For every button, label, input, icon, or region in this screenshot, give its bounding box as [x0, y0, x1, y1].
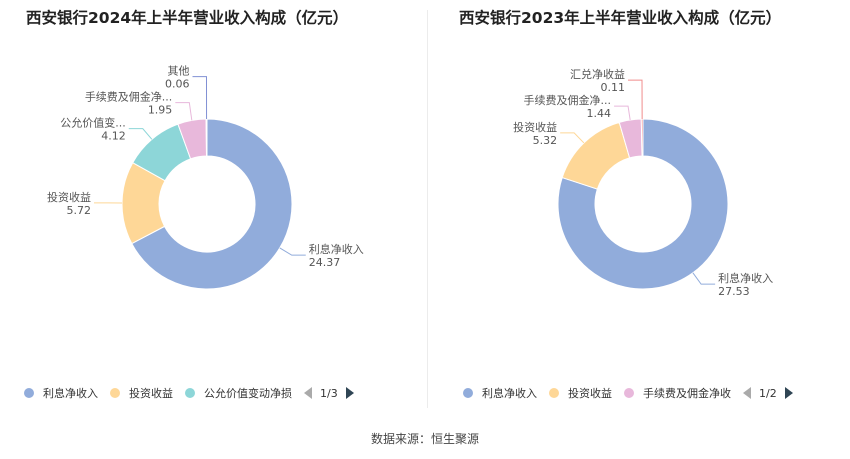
chart-panel-2023: 西安银行2023年上半年营业收入构成（亿元） 利息净收入 27.53 投资收益 5.3… — [425, 0, 850, 420]
legend-pager: 1/2 — [743, 387, 793, 400]
slice-label: 利息净收入 — [309, 242, 364, 256]
legend-item[interactable]: 手续费及佣金净收 — [624, 385, 731, 401]
slice-汇兑净收益 — [640, 118, 644, 157]
legend-marker — [185, 388, 195, 398]
slice-label: 手续费及佣金净... — [524, 93, 612, 107]
legend-item[interactable]: 利息净收入 — [24, 385, 98, 401]
legend-label: 手续费及佣金净收 — [643, 387, 731, 400]
pager-page-text: 1/3 — [320, 386, 338, 400]
slice-value: 1.44 — [587, 107, 612, 120]
chart-title: 西安银行2024年上半年营业收入构成（亿元） — [26, 9, 349, 27]
leader-line — [628, 79, 643, 120]
slice-value: 4.12 — [101, 130, 126, 143]
legend-item[interactable]: 投资收益 — [549, 385, 612, 401]
slice-value: 5.32 — [533, 134, 558, 147]
legend-marker — [24, 388, 34, 398]
leader-line — [175, 102, 193, 121]
legend-item[interactable]: 投资收益 — [110, 385, 173, 401]
data-source: 数据来源：恒生聚源 — [0, 430, 850, 447]
pager-prev-icon[interactable] — [743, 387, 751, 399]
leader-line — [614, 105, 631, 121]
slice-value: 5.72 — [67, 204, 92, 217]
slice-label: 投资收益 — [47, 190, 91, 204]
slice-label: 投资收益 — [513, 120, 557, 134]
slice-label: 利息净收入 — [718, 271, 773, 285]
slice-value: 0.06 — [165, 78, 190, 91]
leader-line — [692, 272, 716, 285]
legend-item[interactable]: 利息净收入 — [463, 385, 537, 401]
legend-item[interactable]: 公允价值变动净损 — [185, 385, 292, 401]
slice-value: 27.53 — [718, 285, 750, 298]
chart-title: 西安银行2023年上半年营业收入构成（亿元） — [459, 9, 782, 27]
slice-value: 24.37 — [309, 256, 341, 269]
legend-marker — [624, 388, 634, 398]
leader-line — [560, 132, 585, 144]
legend-label: 利息净收入 — [43, 387, 98, 400]
panel-divider — [427, 10, 428, 408]
leader-line — [192, 76, 208, 120]
legend: 利息净收入 投资收益 公允价值变动净损 1/3 — [24, 383, 354, 403]
pager-next-icon[interactable] — [345, 387, 354, 399]
legend-label: 公允价值变动净损 — [204, 387, 292, 400]
legend: 利息净收入 投资收益 手续费及佣金净收 1/2 — [463, 383, 793, 403]
source-value: 恒生聚源 — [431, 432, 480, 446]
legend-pager: 1/3 — [304, 387, 354, 400]
slice-label: 汇兑净收益 — [570, 67, 625, 81]
slice-label: 公允价值变... — [60, 116, 126, 130]
pager-page-text: 1/2 — [759, 386, 777, 400]
legend-label: 投资收益 — [129, 387, 173, 400]
chart-panel-2024: 西安银行2024年上半年营业收入构成（亿元） 利息净收入 24.37 投资收益 5.7… — [0, 0, 425, 420]
slice-label: 手续费及佣金净... — [85, 90, 173, 104]
legend-marker — [110, 388, 120, 398]
slice-利息净收入 — [131, 118, 293, 290]
pager-next-icon[interactable] — [784, 387, 793, 399]
legend-label: 利息净收入 — [482, 387, 537, 400]
source-label: 数据来源： — [370, 432, 431, 446]
slice-其他 — [205, 118, 208, 157]
leader-line — [128, 128, 153, 140]
legend-marker — [463, 388, 473, 398]
slice-label: 其他 — [167, 65, 189, 78]
pager-prev-icon[interactable] — [304, 387, 312, 399]
legend-label: 投资收益 — [568, 387, 612, 400]
leader-line — [279, 247, 306, 256]
slice-value: 0.11 — [601, 81, 626, 94]
legend-marker — [549, 388, 559, 398]
slice-利息净收入 — [557, 118, 729, 290]
slice-value: 1.95 — [148, 104, 173, 117]
